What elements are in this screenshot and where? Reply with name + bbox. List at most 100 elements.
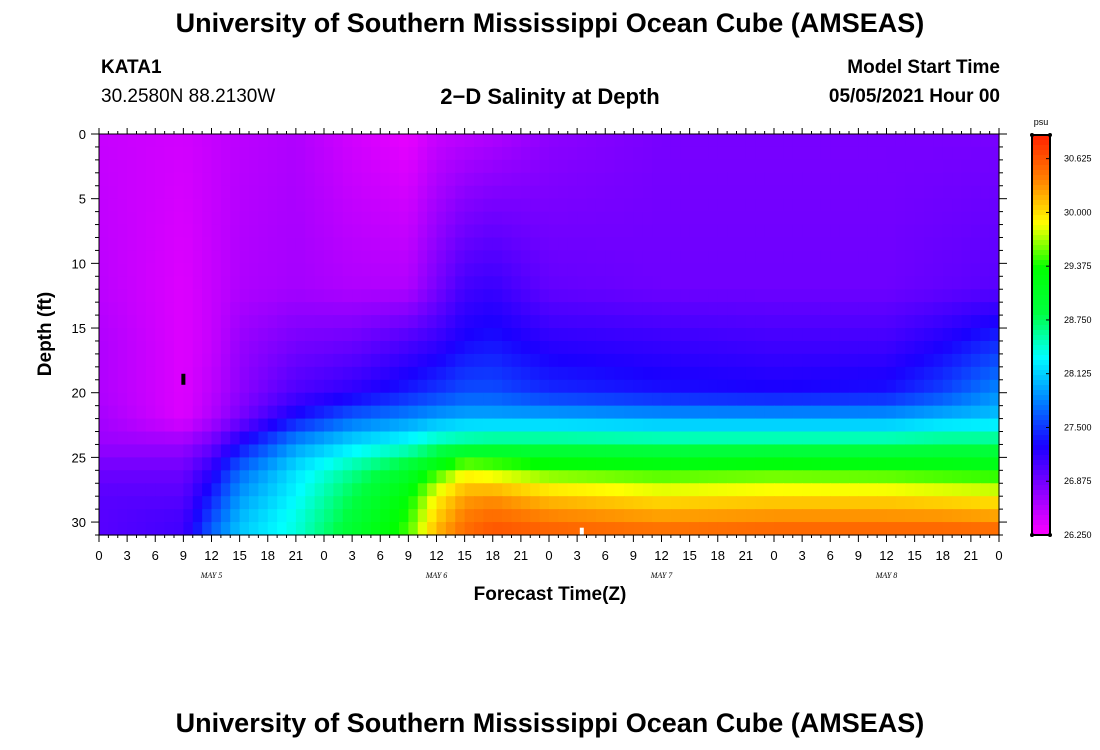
- heatmap-cell: [230, 470, 241, 484]
- heatmap-cell: [802, 340, 813, 355]
- heatmap-cell: [127, 405, 138, 420]
- heatmap-cell: [970, 353, 981, 368]
- heatmap-cell: [839, 224, 850, 239]
- heatmap-cell: [980, 302, 991, 316]
- heatmap-cell: [886, 470, 897, 484]
- heatmap-cell: [108, 366, 119, 381]
- heatmap-cell: [258, 457, 269, 471]
- heatmap-cell: [924, 134, 934, 148]
- heatmap-cell: [192, 172, 203, 187]
- heatmap-cell: [399, 328, 409, 342]
- heatmap-cell: [689, 405, 700, 420]
- heatmap-cell: [895, 276, 906, 290]
- heatmap-cell: [324, 172, 334, 187]
- heatmap-cell: [736, 211, 747, 226]
- heatmap-cell: [942, 159, 953, 174]
- colorbar-segment: [1032, 230, 1050, 236]
- heatmap-cell: [727, 211, 738, 226]
- heatmap-cell: [342, 483, 353, 497]
- heatmap-cell: [136, 211, 147, 226]
- heatmap-cell: [399, 496, 409, 510]
- heatmap-cell: [220, 379, 231, 394]
- heatmap-cell: [389, 237, 400, 252]
- heatmap-cell: [595, 405, 606, 420]
- heatmap-cell: [389, 289, 400, 303]
- day-label: MAY 7: [650, 571, 674, 580]
- heatmap-cell: [295, 302, 306, 316]
- heatmap-cell: [361, 444, 372, 458]
- heatmap-cell: [699, 392, 709, 407]
- heatmap-cell: [980, 405, 991, 420]
- heatmap-cell: [933, 224, 944, 239]
- heatmap-cell: [755, 366, 766, 381]
- heatmap-cell: [886, 289, 897, 303]
- heatmap-cell: [389, 340, 400, 355]
- heatmap-cell: [811, 470, 822, 484]
- heatmap-cell: [942, 328, 953, 342]
- heatmap-cell: [249, 250, 259, 264]
- heatmap-cell: [211, 159, 222, 174]
- heatmap-cell: [530, 379, 541, 394]
- heatmap-cell: [614, 134, 625, 148]
- heatmap-cell: [511, 353, 522, 368]
- heatmap-cell: [989, 522, 1000, 536]
- heatmap-cell: [708, 224, 719, 239]
- heatmap-cell: [774, 315, 784, 329]
- heatmap-cell: [830, 134, 841, 148]
- heatmap-cell: [399, 134, 409, 148]
- heatmap-cell: [408, 405, 419, 420]
- heatmap-cell: [230, 159, 241, 174]
- heatmap-cell: [914, 276, 925, 290]
- heatmap-cell: [858, 483, 869, 497]
- colorbar-segment: [1032, 350, 1050, 356]
- heatmap-cell: [633, 353, 644, 368]
- heatmap-cell: [145, 444, 156, 458]
- colorbar-frame: [1031, 134, 1051, 536]
- heatmap-cell: [783, 483, 794, 497]
- heatmap-cell: [286, 211, 297, 226]
- colorbar-segment: [1032, 385, 1050, 391]
- heatmap-cell: [483, 211, 494, 226]
- heatmap-cell: [436, 237, 447, 252]
- heatmap-cell: [520, 146, 531, 161]
- heatmap-cell: [783, 302, 794, 316]
- heatmap-cell: [267, 353, 278, 368]
- heatmap-cell: [942, 496, 953, 510]
- heatmap-cell: [502, 522, 513, 536]
- heatmap-cell: [370, 263, 381, 277]
- heatmap-cell: [155, 315, 166, 329]
- heatmap-cell: [455, 134, 466, 148]
- heatmap-cell: [549, 134, 559, 148]
- heatmap-cell: [652, 405, 663, 420]
- heatmap-cell: [783, 379, 794, 394]
- heatmap-cell: [614, 444, 625, 458]
- heatmap-cell: [417, 470, 428, 484]
- heatmap-cell: [989, 470, 1000, 484]
- heatmap-cell: [136, 392, 147, 407]
- heatmap-cell: [549, 276, 559, 290]
- heatmap-cell: [680, 185, 691, 200]
- heatmap-cell: [174, 340, 184, 355]
- heatmap-cell: [792, 185, 803, 200]
- heatmap-cell: [802, 392, 813, 407]
- heatmap-cell: [708, 366, 719, 381]
- heatmap-cell: [614, 392, 625, 407]
- heatmap-cell: [295, 134, 306, 148]
- heatmap-cell: [502, 431, 513, 446]
- heatmap-cell: [136, 353, 147, 368]
- heatmap-cell: [980, 250, 991, 264]
- colorbar-segment: [1032, 225, 1050, 231]
- heatmap-cell: [136, 134, 147, 148]
- heatmap-cell: [464, 159, 475, 174]
- heatmap-cell: [970, 315, 981, 329]
- heatmap-cell: [295, 418, 306, 433]
- heatmap-cell: [970, 146, 981, 161]
- heatmap-cell: [670, 379, 681, 394]
- heatmap-cell: [370, 379, 381, 394]
- heatmap-cell: [755, 457, 766, 471]
- heatmap-cell: [642, 315, 653, 329]
- heatmap-cell: [295, 146, 306, 161]
- heatmap-cell: [820, 379, 831, 394]
- heatmap-cell: [324, 185, 334, 200]
- heatmap-cell: [736, 340, 747, 355]
